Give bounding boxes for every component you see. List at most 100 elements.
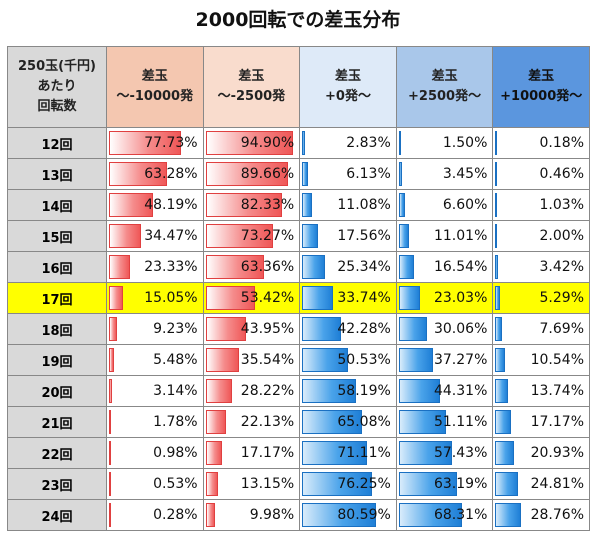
data-label: 17.17%	[530, 414, 584, 430]
data-bar	[398, 255, 414, 279]
data-bar	[205, 193, 282, 217]
value-cell: 2.83%	[299, 127, 397, 159]
value-cell: 0.53%	[106, 468, 204, 500]
data-bar	[495, 472, 519, 496]
value-cell: 42.28%	[299, 313, 397, 345]
data-label: 73.27%	[240, 228, 295, 244]
data-bar	[205, 348, 239, 372]
data-label: 11.01%	[433, 228, 488, 244]
data-label: 42.28%	[337, 321, 391, 337]
data-bar	[205, 379, 232, 403]
data-label: 3.45%	[442, 166, 488, 182]
data-bar	[109, 503, 111, 527]
data-label: 3.14%	[153, 383, 198, 399]
value-cell: 15.05%	[106, 282, 204, 314]
value-cell: 34.47%	[106, 220, 204, 252]
column-header-line: ～-2500発	[217, 89, 286, 104]
value-cell: 1.50%	[395, 127, 494, 159]
value-cell: 7.69%	[492, 313, 590, 345]
row-label: 18回	[7, 313, 107, 345]
column-header: 差玉 +2500発～	[395, 46, 494, 128]
data-label: 50.53%	[337, 352, 391, 368]
value-cell: 50.53%	[299, 344, 397, 376]
data-bar	[398, 441, 452, 465]
value-cell: 24.81%	[492, 468, 590, 500]
value-cell: 43.95%	[202, 313, 301, 345]
data-label: 0.18%	[539, 135, 584, 151]
data-label: 80.59%	[337, 507, 391, 523]
value-cell: 13.74%	[492, 375, 590, 407]
data-label: 5.29%	[539, 290, 584, 306]
data-bar	[495, 224, 498, 248]
row-label: 21回	[7, 406, 107, 438]
data-label: 1.03%	[539, 197, 584, 213]
data-label: 0.98%	[153, 445, 198, 461]
data-bar	[109, 131, 181, 155]
column-header: 差玉 ～-10000発	[106, 46, 204, 128]
value-cell: 11.08%	[299, 189, 397, 221]
table-row: 14回 48.19% 82.33% 11.08% 6.60% 1.03%	[7, 189, 590, 221]
data-bar	[398, 410, 446, 434]
value-cell: 80.59%	[299, 499, 397, 531]
data-label: 13.15%	[240, 476, 295, 492]
data-label: 22.13%	[240, 414, 295, 430]
column-header-line: 差玉	[334, 69, 361, 84]
data-bar	[398, 472, 457, 496]
data-bar	[109, 255, 130, 279]
column-header-line: 差玉	[238, 69, 265, 84]
data-label: 7.69%	[539, 321, 584, 337]
value-cell: 0.98%	[106, 437, 204, 469]
value-cell: 11.01%	[395, 220, 494, 252]
row-header-cell: 250玉(千円) あたり 回転数	[7, 46, 107, 128]
data-label: 68.31%	[433, 507, 488, 523]
value-cell: 0.18%	[492, 127, 590, 159]
data-label: 57.43%	[433, 445, 488, 461]
data-label: 53.42%	[240, 290, 295, 306]
data-label: 11.08%	[337, 197, 391, 213]
row-header-line: 回転数	[37, 99, 77, 114]
data-label: 82.33%	[240, 197, 295, 213]
data-label: 10.54%	[530, 352, 584, 368]
data-label: 35.54%	[240, 352, 295, 368]
data-label: 17.56%	[337, 228, 391, 244]
data-label: 17.17%	[240, 445, 295, 461]
value-cell: 22.13%	[202, 406, 301, 438]
table-row: 13回 63.28% 89.66% 6.13% 3.45% 0.46%	[7, 158, 590, 190]
table-row: 23回 0.53% 13.15% 76.25% 63.19% 24.81%	[7, 468, 590, 500]
data-bar	[398, 224, 409, 248]
value-cell: 51.11%	[395, 406, 494, 438]
row-header-line: 250玉(千円)	[17, 59, 97, 74]
data-label: 0.28%	[153, 507, 198, 523]
data-label: 37.27%	[433, 352, 488, 368]
row-label: 19回	[7, 344, 107, 376]
value-cell: 68.31%	[395, 499, 494, 531]
data-bar	[205, 317, 246, 341]
data-label: 6.60%	[442, 197, 488, 213]
data-label: 94.90%	[240, 135, 295, 151]
data-bar	[109, 379, 112, 403]
data-bar	[302, 286, 334, 310]
row-label: 14回	[7, 189, 107, 221]
data-label: 63.19%	[433, 476, 488, 492]
data-bar	[109, 224, 141, 248]
value-cell: 3.42%	[492, 251, 590, 283]
data-label: 43.95%	[240, 321, 295, 337]
data-label: 1.78%	[153, 414, 198, 430]
value-cell: 73.27%	[202, 220, 301, 252]
value-cell: 3.14%	[106, 375, 204, 407]
data-label: 34.47%	[144, 228, 198, 244]
value-cell: 53.42%	[202, 282, 301, 314]
value-cell: 28.76%	[492, 499, 590, 531]
value-cell: 71.11%	[299, 437, 397, 469]
value-cell: 5.29%	[492, 282, 590, 314]
data-bar	[109, 162, 167, 186]
table-row: 21回 1.78% 22.13% 65.08% 51.11% 17.17%	[7, 406, 590, 438]
data-label: 9.23%	[153, 321, 198, 337]
table-row: 15回 34.47% 73.27% 17.56% 11.01% 2.00%	[7, 220, 590, 252]
column-header-line: 差玉	[528, 69, 555, 84]
data-label: 89.66%	[240, 166, 295, 182]
value-cell: 9.23%	[106, 313, 204, 345]
value-cell: 28.22%	[202, 375, 301, 407]
data-bar	[205, 131, 293, 155]
value-cell: 5.48%	[106, 344, 204, 376]
